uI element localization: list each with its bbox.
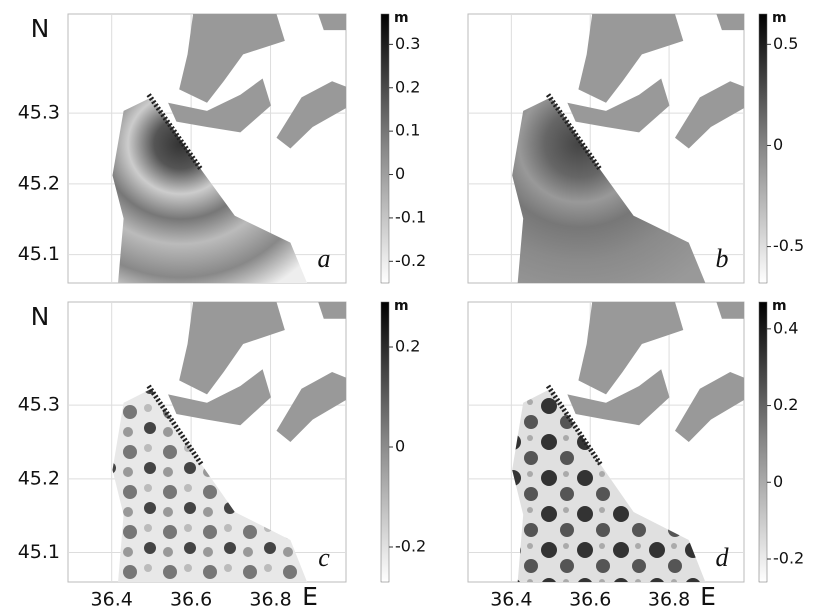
land	[276, 372, 346, 442]
panel-letter: a	[318, 244, 331, 273]
land	[168, 78, 271, 133]
land	[716, 302, 744, 319]
x-tick-label: 36.6	[569, 589, 611, 611]
land	[179, 14, 285, 103]
map-panel: a	[67, 13, 347, 284]
y-tick-label: 45.2	[18, 467, 60, 489]
land	[168, 369, 271, 426]
panel-letter: b	[716, 244, 729, 273]
land	[578, 302, 684, 395]
y-axis-label: N	[31, 14, 50, 43]
colorbar-tick-label: -0.2	[773, 548, 804, 567]
colorbar	[380, 13, 390, 284]
colorbar-unit: m	[394, 10, 409, 26]
colorbar-tick-label: 0.1	[395, 121, 420, 140]
colorbar-tick-label: 0.4	[773, 318, 798, 337]
colorbar-tick-label: 0.3	[395, 34, 420, 53]
y-tick-label: 45.1	[18, 541, 60, 563]
colorbar-tick-label: 0	[773, 135, 783, 154]
panel-letter: d	[716, 543, 730, 572]
colorbar-tick-label: 0	[773, 472, 783, 491]
land	[567, 369, 670, 426]
colorbar	[758, 13, 768, 284]
land	[179, 302, 285, 395]
colorbar-unit: m	[772, 298, 787, 314]
land	[276, 81, 346, 149]
colorbar-tick-label: -0.5	[773, 236, 804, 255]
colorbar-tick-label: -0.2	[395, 537, 426, 556]
colorbar-unit: m	[394, 298, 409, 314]
y-tick-label: 45.2	[18, 172, 60, 194]
y-tick-label: 45.3	[18, 394, 60, 416]
x-tick-label: 36.8	[249, 589, 291, 611]
colorbar-tick-label: -0.1	[395, 207, 426, 226]
colorbar-unit: m	[772, 10, 787, 26]
land	[675, 81, 744, 149]
colorbar-tick-label: 0.2	[773, 395, 798, 414]
wave-field	[112, 388, 308, 582]
land	[318, 14, 346, 31]
map-panel: c	[67, 301, 347, 583]
panel-letter: c	[318, 543, 330, 572]
colorbar-tick-label: 0.2	[395, 77, 420, 96]
y-axis-label: N	[31, 302, 50, 331]
wave-field	[112, 97, 308, 283]
land	[318, 302, 346, 319]
colorbar-tick-label: 0.5	[773, 34, 798, 53]
colorbar-tick-label: 0	[395, 437, 405, 456]
x-tick-label: 36.8	[648, 589, 690, 611]
colorbar-tick-label: 0	[395, 164, 405, 183]
land	[675, 372, 744, 442]
breakwater	[146, 93, 204, 172]
land	[716, 14, 744, 31]
y-tick-label: 45.3	[18, 102, 60, 124]
colorbar-tick-label: 0.2	[395, 337, 420, 356]
map-panel: d	[467, 301, 745, 583]
wave-field	[512, 97, 706, 283]
wave-field	[512, 388, 706, 582]
colorbar	[380, 301, 390, 583]
y-tick-label: 45.1	[18, 243, 60, 265]
x-tick-label: 36.4	[490, 589, 532, 611]
land	[567, 78, 670, 133]
colorbar-tick-label: -0.2	[395, 251, 426, 270]
x-axis-label: E	[302, 582, 318, 611]
breakwater	[545, 93, 603, 172]
x-tick-label: 36.4	[91, 589, 133, 611]
x-axis-label: E	[700, 582, 716, 611]
map-panel: b	[467, 13, 745, 284]
colorbar	[758, 301, 768, 583]
x-tick-label: 36.6	[170, 589, 212, 611]
land	[578, 14, 684, 103]
